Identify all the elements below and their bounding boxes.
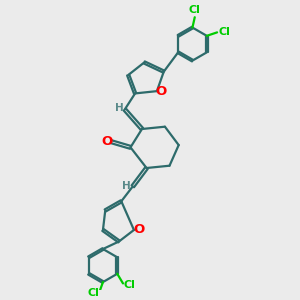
Text: O: O [156, 85, 167, 98]
Text: Cl: Cl [124, 280, 135, 290]
Text: Cl: Cl [218, 27, 230, 38]
Text: O: O [101, 135, 112, 148]
Text: Cl: Cl [87, 288, 99, 298]
Text: H: H [115, 103, 123, 113]
Text: Cl: Cl [189, 5, 201, 15]
Text: O: O [134, 224, 145, 236]
Text: H: H [122, 182, 131, 191]
